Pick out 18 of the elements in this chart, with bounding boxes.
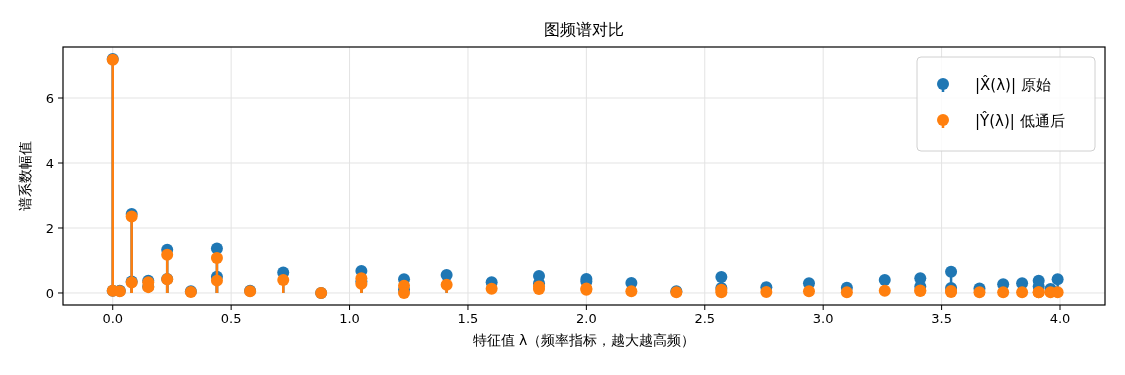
y-tick-label: 4 bbox=[45, 156, 54, 171]
y-tick-label: 6 bbox=[45, 91, 54, 107]
x-tick-label: 4.0 bbox=[1049, 311, 1071, 326]
legend-label: |Ŷ(λ)| 低通后 bbox=[975, 111, 1065, 130]
x-tick-label: 1.0 bbox=[339, 311, 360, 326]
x-tick-label: 2.0 bbox=[576, 311, 597, 326]
x-tick-label: 1.5 bbox=[457, 311, 479, 326]
y-axis-title: 谱系数幅值 bbox=[17, 141, 33, 211]
y-tick-label: 0 bbox=[45, 285, 54, 301]
y-tick-label: 2 bbox=[45, 220, 54, 236]
x-tick-label: 2.5 bbox=[694, 311, 716, 326]
x-tick-label: 0.0 bbox=[102, 311, 124, 326]
x-tick-label: 3.5 bbox=[931, 311, 952, 326]
chart-title: 图频谱对比 bbox=[544, 20, 624, 39]
x-axis-title: 特征值 λ（频率指标，越大越高频） bbox=[472, 332, 696, 348]
legend-label: |X̂(λ)| 原始 bbox=[975, 75, 1051, 94]
x-tick-label: 3.0 bbox=[812, 311, 834, 326]
x-tick-label: 0.5 bbox=[220, 311, 242, 326]
